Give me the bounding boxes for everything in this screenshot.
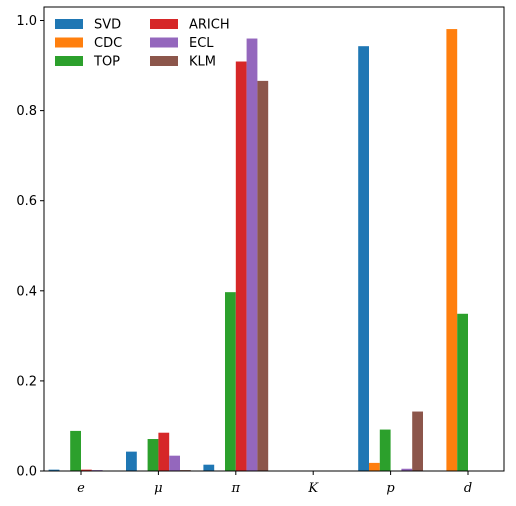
- legend-swatch-svd: [55, 19, 83, 29]
- y-tick-label: 0.6: [16, 194, 37, 209]
- y-tick-label: 0.0: [16, 465, 37, 480]
- x-tick-label: p: [386, 481, 395, 496]
- bar-svd-2: [203, 464, 215, 471]
- bar-top-1: [147, 439, 159, 471]
- legend-label-top: TOP: [93, 55, 120, 70]
- y-tick-label: 0.8: [16, 104, 37, 119]
- bar-ecl-2: [246, 38, 258, 471]
- y-tick-label: 0.2: [16, 374, 37, 389]
- bar-cdc-4: [369, 462, 380, 471]
- bar-klm-2: [257, 80, 269, 471]
- legend-swatch-ecl: [150, 37, 178, 48]
- legend-swatch-arich: [150, 19, 178, 29]
- legend: SVD CDC TOP ARICH ECL KLM: [55, 18, 230, 70]
- bar-cdc-5: [446, 29, 458, 471]
- plot-frame: [43, 6, 505, 472]
- bar-top-2: [225, 292, 236, 471]
- legend-swatch-top: [55, 56, 83, 66]
- y-axis-ticks: 0.0 0.2 0.4 0.6 0.8 1.0: [16, 14, 44, 480]
- bar-top-4: [379, 429, 391, 471]
- legend-swatch-klm: [150, 56, 178, 66]
- y-tick-label: 0.4: [16, 284, 37, 299]
- legend-label-cdc: CDC: [94, 36, 122, 51]
- x-tick-label: d: [464, 481, 472, 496]
- bar-top-5: [457, 313, 468, 471]
- bar-arich-1: [158, 432, 170, 471]
- legend-label-arich: ARICH: [189, 18, 230, 33]
- x-tick-label: π: [231, 481, 241, 496]
- x-tick-label: K: [307, 481, 319, 496]
- legend-label-ecl: ECL: [189, 36, 214, 51]
- bar-klm-4: [412, 411, 423, 471]
- bars-layer: [48, 29, 468, 471]
- legend-swatch-cdc: [55, 37, 83, 48]
- x-tick-label: μ: [154, 481, 162, 496]
- bar-svd-0: [48, 469, 60, 471]
- bar-arich-2: [235, 61, 247, 471]
- legend-label-klm: KLM: [189, 55, 216, 70]
- bar-ecl-4: [401, 468, 413, 471]
- bar-arich-0: [81, 469, 92, 471]
- y-tick-label: 1.0: [16, 14, 37, 29]
- axes-layer: [43, 6, 505, 472]
- bar-top-0: [70, 430, 81, 471]
- bar-svd-1: [126, 451, 137, 471]
- bar-svd-4: [358, 46, 369, 471]
- legend-label-svd: SVD: [94, 18, 121, 33]
- x-tick-label: e: [77, 481, 85, 496]
- bar-ecl-1: [169, 455, 180, 471]
